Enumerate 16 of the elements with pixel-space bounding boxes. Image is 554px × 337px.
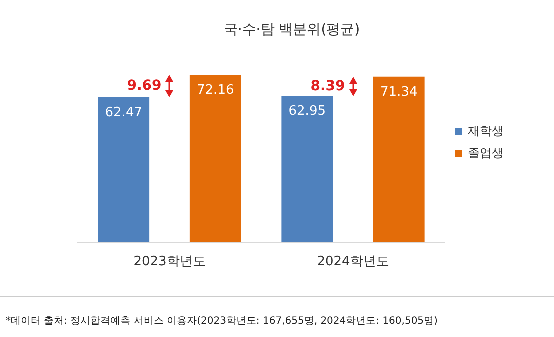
x-tick-label: 2024학년도 (317, 254, 390, 270)
data-label: 71.34 (380, 84, 418, 100)
annotation: 9.69 (127, 78, 162, 94)
data-label: 62.47 (105, 105, 142, 120)
x-tick-label: 2023학년도 (134, 254, 206, 270)
legend-label: 재학생 (468, 124, 504, 138)
annotation: 8.39 (310, 78, 346, 94)
legend-label: 졸업생 (468, 146, 504, 160)
text: *데이터 출처: 정시합격예측 서비스 이용자(2023학년도: 167,655명, 2024학년도: 160,505명) (6, 315, 438, 328)
bar (282, 96, 334, 242)
chart-title: 국·수·탐 백분위(평균) (224, 22, 360, 38)
bar (373, 76, 425, 242)
bar (98, 97, 150, 242)
data-label: 72.16 (197, 82, 234, 98)
data-label: 62.95 (288, 104, 326, 120)
bar (190, 74, 242, 242)
